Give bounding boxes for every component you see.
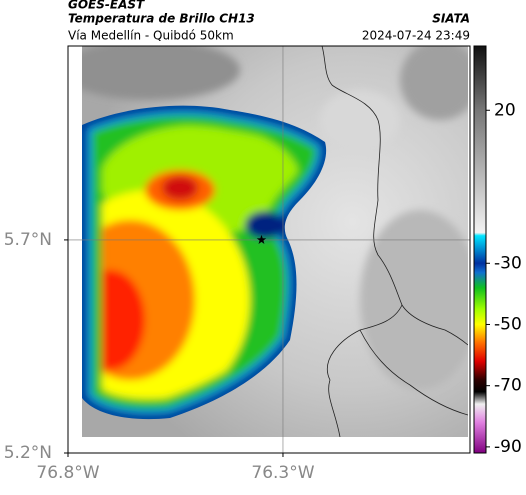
y-tick-label: 5.2°N bbox=[4, 443, 52, 463]
title: GOES-EAST bbox=[68, 0, 145, 12]
satellite-image bbox=[82, 46, 468, 437]
colorbar: 20 -30 -50 -70 -90 bbox=[473, 45, 522, 457]
map-frame bbox=[67, 45, 471, 454]
colorbar-tick-label: -30 bbox=[494, 253, 522, 273]
colorbar-tick-label: -50 bbox=[494, 314, 522, 334]
colorbar-tick-label: -90 bbox=[494, 437, 522, 457]
x-tick-label: 76.3°W bbox=[251, 463, 314, 483]
colorbar-scale bbox=[473, 45, 487, 454]
colorbar-tick-label: 20 bbox=[494, 100, 516, 120]
subtitle: Temperatura de Brillo CH13 bbox=[68, 12, 255, 26]
timestamp: 2024-07-24 23:49 bbox=[362, 29, 470, 43]
source: SIATA bbox=[432, 12, 470, 26]
x-tick-label: 76.8°W bbox=[36, 463, 99, 483]
y-tick-label: 5.7°N bbox=[4, 230, 52, 250]
colorbar-tick-label: -70 bbox=[494, 376, 522, 396]
station-marker bbox=[256, 234, 267, 244]
location: Vía Medellín - Quibdó 50km bbox=[68, 29, 234, 43]
